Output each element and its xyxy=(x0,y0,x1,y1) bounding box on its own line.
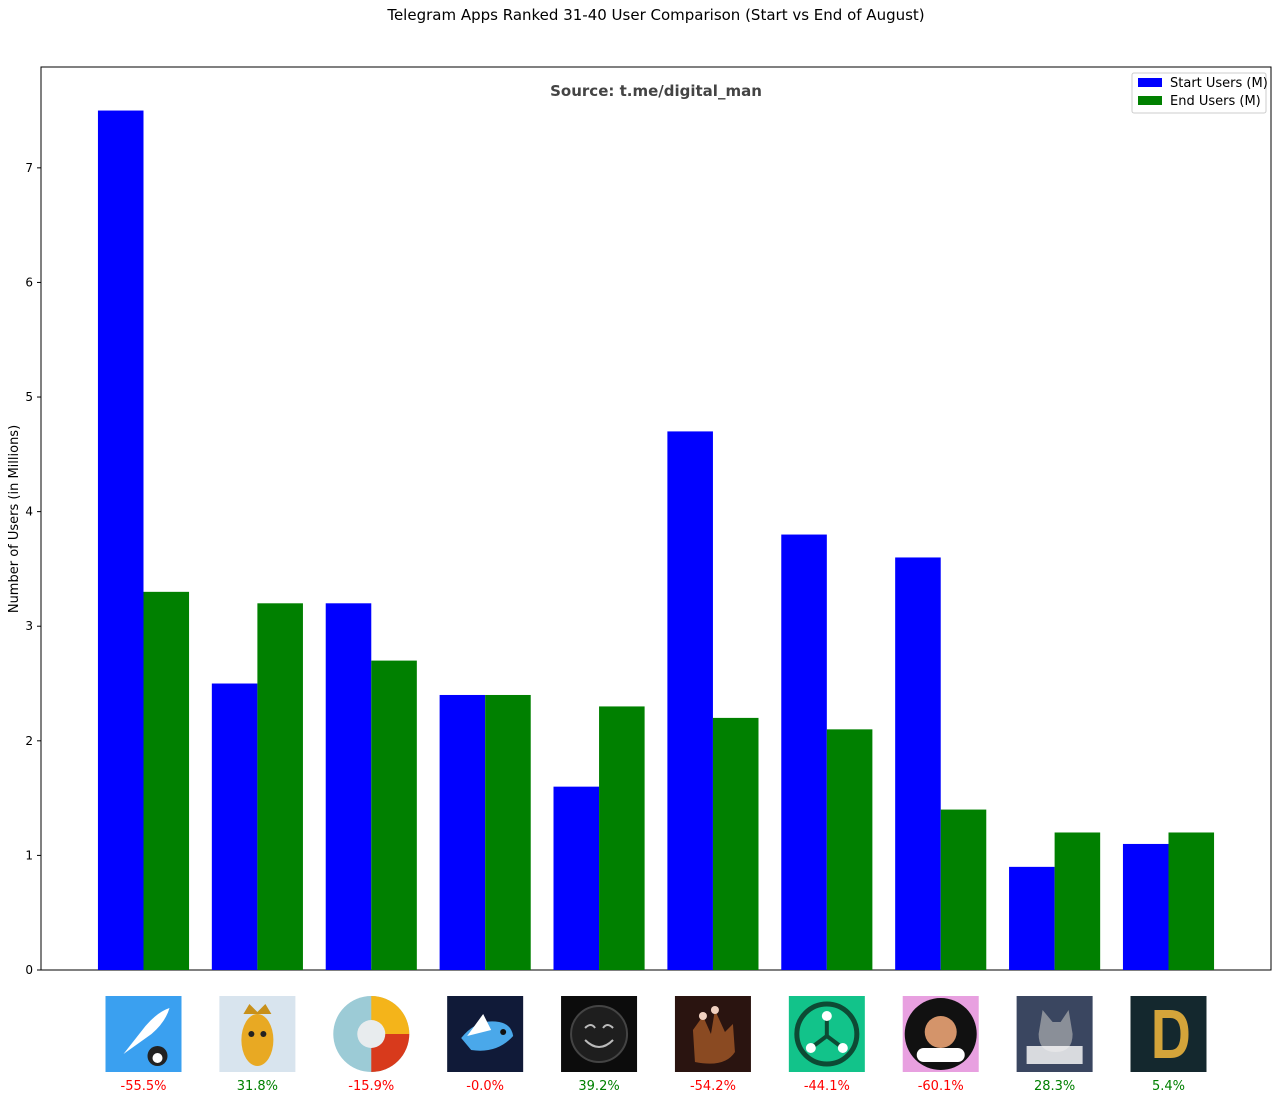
change-label: -15.9% xyxy=(348,1079,394,1094)
bar-start-users xyxy=(97,110,144,971)
y-tick-label: 5 xyxy=(25,390,33,404)
y-tick-label: 0 xyxy=(25,963,33,977)
network-node-icon xyxy=(788,996,865,1072)
change-label: 39.2% xyxy=(578,1079,619,1094)
change-label: -0.0% xyxy=(466,1079,504,1094)
bar-end-users xyxy=(1054,832,1101,970)
bar-start-users xyxy=(211,683,258,970)
change-label: -54.2% xyxy=(690,1079,736,1094)
legend-label-start: Start Users (M) xyxy=(1170,76,1268,91)
bar-end-users xyxy=(712,717,759,970)
bar-end-users xyxy=(599,706,645,970)
pixel-bird-icon xyxy=(447,996,524,1072)
bar-start-users xyxy=(1009,866,1055,970)
legend: Start Users (M) End Users (M) xyxy=(1131,72,1268,114)
cartoon-hand-icon xyxy=(674,996,751,1072)
change-label: -60.1% xyxy=(918,1079,964,1094)
change-label: -55.5% xyxy=(121,1079,167,1094)
change-label: -44.1% xyxy=(804,1079,850,1094)
change-label: 28.3% xyxy=(1034,1079,1075,1094)
rocket-penguin-icon xyxy=(105,996,182,1072)
legend-box xyxy=(1131,72,1267,114)
y-tick-label: 2 xyxy=(25,734,33,748)
bar-end-users xyxy=(1168,832,1215,970)
city-holder-game-icon xyxy=(902,996,979,1072)
change-labels: -55.5% 31.8% -15.9% -0.0% 39.2% -54.2% -44.1% -… xyxy=(121,1079,1186,1094)
change-label: 31.8% xyxy=(237,1079,278,1094)
y-axis: 0 1 2 3 4 5 6 7 xyxy=(25,161,41,977)
legend-label-end: End Users (M) xyxy=(1170,94,1261,109)
bar-end-users xyxy=(371,660,417,970)
y-tick-label: 4 xyxy=(25,505,33,519)
bar-end-users xyxy=(940,809,987,970)
bar-start-users xyxy=(553,786,600,970)
source-annotation: Source: t.me/digital_man xyxy=(550,82,762,100)
chart-title: Telegram Apps Ranked 31-40 User Comparis… xyxy=(386,6,924,24)
bars xyxy=(97,110,1215,971)
y-tick-label: 3 xyxy=(25,619,33,633)
legend-swatch-end xyxy=(1138,96,1162,105)
bar-start-users xyxy=(1122,843,1169,970)
dotted-planet-icon xyxy=(333,996,410,1072)
change-label: 5.4% xyxy=(1152,1079,1185,1094)
app-icons xyxy=(105,996,1207,1072)
bar-start-users xyxy=(439,694,486,970)
bar-end-users xyxy=(485,694,531,970)
hash-cats-icon xyxy=(1016,996,1093,1072)
corn-king-icon xyxy=(219,996,296,1072)
smiling-face-icon xyxy=(561,996,638,1072)
legend-swatch-start xyxy=(1138,78,1162,87)
y-tick-label: 1 xyxy=(25,848,33,862)
bar-end-users xyxy=(143,591,190,970)
y-tick-label: 7 xyxy=(25,161,33,175)
plot-area xyxy=(40,66,1272,971)
y-axis-label: Number of Users (in Millions) xyxy=(7,425,22,613)
bar-start-users xyxy=(667,431,713,970)
bar-start-users xyxy=(781,534,827,970)
bar-end-users xyxy=(257,603,303,970)
gold-letter-d-icon xyxy=(1130,996,1207,1072)
bar-start-users xyxy=(325,603,372,970)
bar-end-users xyxy=(826,729,873,970)
bar-start-users xyxy=(895,557,941,970)
y-tick-label: 6 xyxy=(25,275,33,289)
